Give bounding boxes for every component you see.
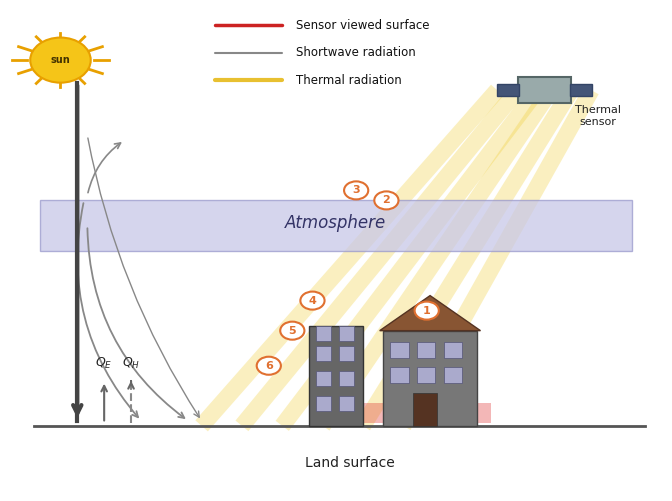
Bar [444,367,462,383]
Text: Land surface: Land surface [304,456,394,470]
Bar [316,371,331,386]
Bar [339,396,354,411]
Bar [316,396,331,411]
Bar [40,200,632,250]
Text: 4: 4 [308,296,317,306]
Bar [383,331,477,426]
Bar [444,342,462,358]
Bar [356,403,491,423]
Text: 2: 2 [382,195,390,205]
Bar [309,326,363,426]
Bar [413,393,437,426]
Text: Thermal radiation: Thermal radiation [296,74,401,87]
Text: Shortwave radiation: Shortwave radiation [296,46,415,59]
Circle shape [300,292,325,310]
Text: 5: 5 [288,326,296,336]
Polygon shape [380,296,480,331]
Bar [339,326,354,341]
Circle shape [257,357,281,375]
Bar [417,367,435,383]
Bar [316,346,331,361]
Text: $Q_H$: $Q_H$ [122,356,140,371]
Bar [417,342,435,358]
Text: 1: 1 [423,306,431,316]
Circle shape [30,38,91,83]
Text: $Q_E$: $Q_E$ [95,356,113,371]
Bar [497,84,519,96]
Text: 3: 3 [352,185,360,195]
Circle shape [374,191,398,209]
Bar [390,342,409,358]
Circle shape [415,302,439,320]
Circle shape [344,181,368,199]
Text: Atmosphere: Atmosphere [286,214,386,232]
Bar [339,371,354,386]
Bar [339,346,354,361]
Bar [316,326,331,341]
Text: Thermal
sensor: Thermal sensor [575,105,621,127]
Bar [390,367,409,383]
Circle shape [280,322,304,340]
Text: 6: 6 [265,361,273,371]
Text: Sensor viewed surface: Sensor viewed surface [296,19,429,32]
Text: sun: sun [50,55,71,65]
Bar [570,84,592,96]
FancyBboxPatch shape [518,77,571,103]
